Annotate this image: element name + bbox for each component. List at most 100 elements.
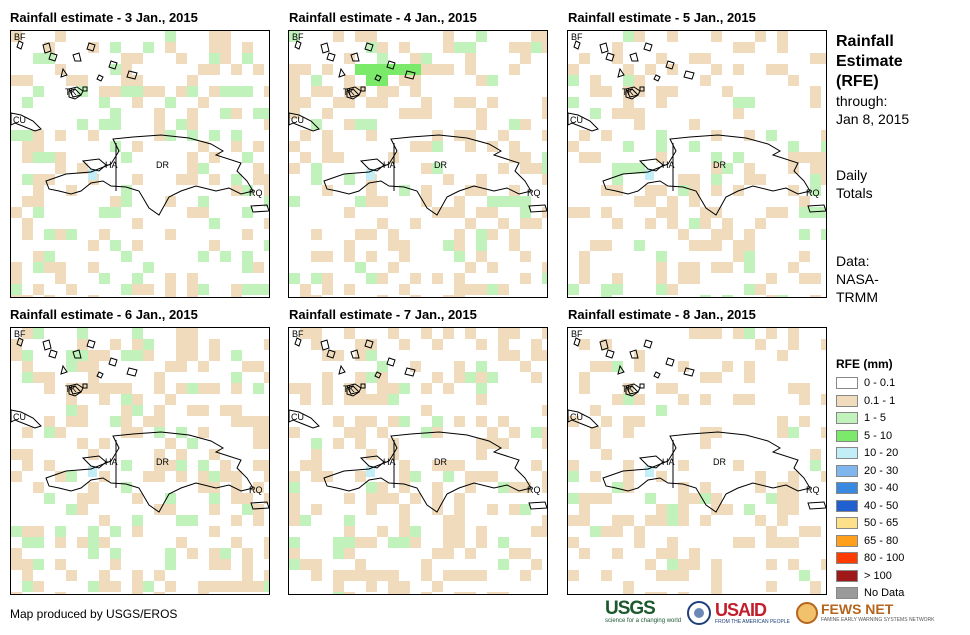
rainfall-cell bbox=[634, 163, 645, 174]
rainfall-cell bbox=[253, 460, 264, 471]
rainfall-cell bbox=[656, 262, 667, 273]
legend-swatch bbox=[836, 429, 858, 442]
rainfall-cell bbox=[667, 515, 678, 526]
rainfall-cell bbox=[209, 339, 220, 350]
rainfall-cell bbox=[667, 207, 678, 218]
rainfall-cell bbox=[264, 471, 269, 482]
rainfall-cell bbox=[344, 394, 355, 405]
turks-caicos-outline bbox=[625, 86, 641, 98]
rainfall-cell bbox=[711, 559, 722, 570]
rainfall-cell bbox=[22, 581, 33, 592]
rainfall-cell bbox=[432, 416, 443, 427]
rainfall-cell bbox=[121, 416, 132, 427]
rainfall-cell bbox=[788, 328, 799, 339]
rainfall-cell bbox=[590, 471, 601, 482]
rainfall-cell bbox=[509, 185, 520, 196]
rainfall-cell bbox=[44, 229, 55, 240]
label-dr: DR bbox=[434, 160, 447, 170]
rainfall-cell bbox=[366, 416, 377, 427]
rainfall-cell bbox=[612, 218, 623, 229]
rainfall-cell bbox=[132, 97, 143, 108]
rainfall-cell bbox=[476, 449, 487, 460]
rainfall-cell bbox=[799, 416, 810, 427]
rainfall-cell bbox=[311, 460, 322, 471]
label-bf: BF bbox=[571, 329, 583, 339]
rainfall-cell bbox=[366, 570, 377, 581]
rainfall-cell bbox=[733, 42, 744, 53]
rainfall-cell bbox=[542, 350, 547, 361]
rainfall-cell bbox=[601, 416, 612, 427]
rainfall-cell bbox=[77, 504, 88, 515]
rainfall-cell bbox=[590, 86, 601, 97]
rainfall-cell bbox=[242, 570, 253, 581]
rainfall-cell bbox=[678, 185, 689, 196]
rainfall-cell bbox=[344, 383, 355, 394]
rainfall-cell bbox=[465, 592, 476, 594]
rainfall-cell bbox=[311, 570, 322, 581]
rainfall-cell bbox=[220, 31, 231, 42]
rainfall-cell bbox=[333, 581, 344, 592]
rainfall-cell bbox=[777, 416, 788, 427]
rainfall-cell bbox=[355, 119, 366, 130]
rainfall-cell bbox=[744, 372, 755, 383]
rainfall-cell bbox=[700, 218, 711, 229]
rainfall-cell bbox=[656, 53, 667, 64]
rainfall-cell bbox=[377, 383, 388, 394]
rainfall-cell bbox=[322, 383, 333, 394]
rainfall-cell bbox=[623, 581, 634, 592]
rainfall-cell bbox=[579, 207, 590, 218]
rainfall-cell bbox=[568, 141, 579, 152]
rainfall-cell bbox=[487, 97, 498, 108]
rainfall-cell bbox=[187, 273, 198, 284]
rainfall-cell bbox=[322, 251, 333, 262]
rainfall-cell bbox=[22, 460, 33, 471]
rainfall-cell bbox=[44, 251, 55, 262]
rainfall-cell bbox=[454, 592, 465, 594]
tortuga-outline bbox=[638, 455, 664, 469]
legend-item: 30 - 40 bbox=[836, 481, 898, 495]
rainfall-cell bbox=[110, 119, 121, 130]
hispaniola-outline bbox=[602, 134, 811, 216]
rainfall-cell bbox=[264, 185, 269, 196]
rainfall-cell bbox=[77, 361, 88, 372]
rainfall-cell bbox=[289, 493, 300, 504]
rainfall-cell bbox=[509, 42, 520, 53]
rainfall-cell bbox=[300, 328, 311, 339]
rainfall-cell bbox=[667, 284, 678, 295]
rainfall-cell bbox=[110, 207, 121, 218]
rainfall-cell bbox=[410, 108, 421, 119]
rainfall-cell bbox=[388, 262, 399, 273]
rainfall-cell bbox=[399, 515, 410, 526]
rainfall-cell bbox=[799, 383, 810, 394]
rainfall-cell bbox=[443, 31, 454, 42]
rainfall-cell bbox=[165, 460, 176, 471]
rainfall-cell bbox=[33, 130, 44, 141]
logos: USGS science for a changing world USAID … bbox=[605, 599, 935, 625]
legend-item: 0.1 - 1 bbox=[836, 394, 895, 408]
rainfall-cell bbox=[568, 416, 579, 427]
rainfall-cell bbox=[333, 416, 344, 427]
bahamas-island-outline bbox=[48, 52, 58, 62]
fews-text: FEWS NET bbox=[820, 601, 894, 617]
rainfall-cell bbox=[421, 97, 432, 108]
bahamas-island-outline bbox=[629, 52, 639, 62]
rainfall-cell bbox=[187, 174, 198, 185]
rainfall-cell bbox=[132, 328, 143, 339]
rainfall-cell bbox=[154, 405, 165, 416]
rainfall-cell bbox=[77, 416, 88, 427]
rainfall-cell bbox=[711, 581, 722, 592]
rainfall-cell bbox=[55, 64, 66, 75]
rainfall-cell bbox=[110, 416, 121, 427]
rainfall-cell bbox=[220, 42, 231, 53]
rainfall-cell bbox=[579, 372, 590, 383]
rainfall-cell bbox=[388, 537, 399, 548]
rainfall-cell bbox=[132, 526, 143, 537]
legend-swatch bbox=[836, 482, 858, 494]
rainfall-cell bbox=[656, 185, 667, 196]
rainfall-cell bbox=[366, 31, 377, 42]
label-tk: TK bbox=[622, 384, 634, 394]
rainfall-cell bbox=[231, 350, 242, 361]
rainfall-cell bbox=[366, 251, 377, 262]
rainfall-cell bbox=[22, 559, 33, 570]
rainfall-cell bbox=[77, 493, 88, 504]
